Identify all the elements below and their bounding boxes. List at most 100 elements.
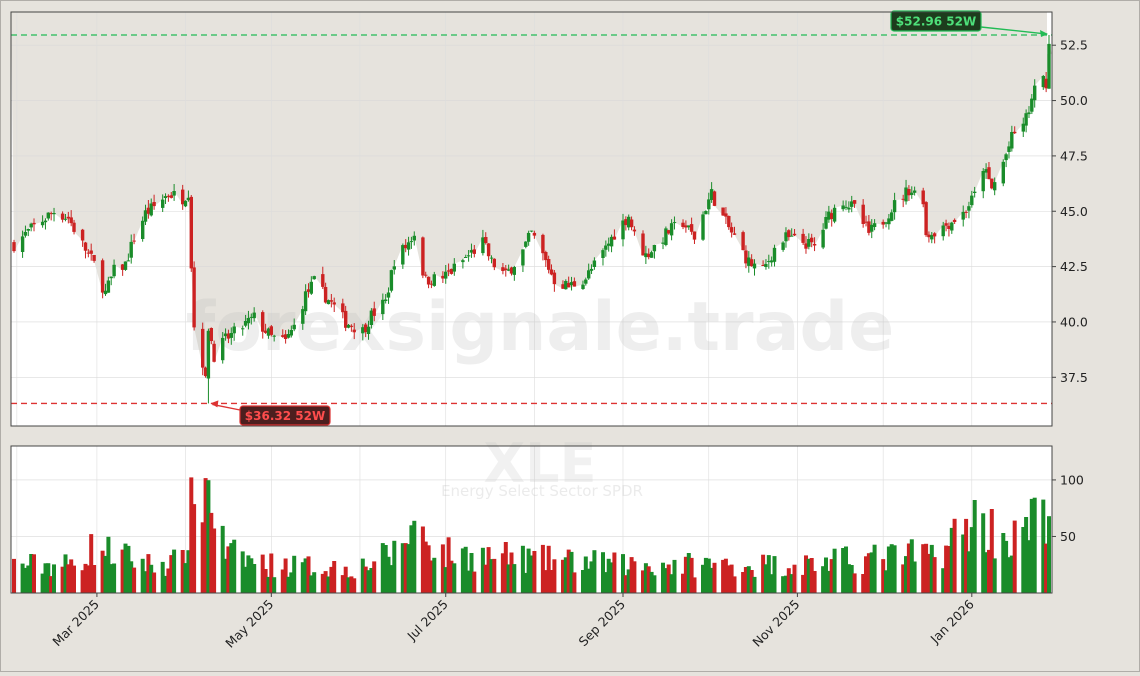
- candle-body: [784, 232, 788, 242]
- volume-bar: [643, 563, 648, 593]
- candle-body: [821, 229, 825, 248]
- candle-body: [901, 198, 905, 200]
- candle-body: [26, 229, 30, 231]
- candle-body: [892, 200, 897, 213]
- volume-bar: [909, 539, 914, 593]
- volume-bar: [766, 555, 771, 593]
- volume-bar: [543, 570, 548, 593]
- candle-body: [744, 250, 748, 264]
- volume-bar: [849, 565, 854, 593]
- volume-bar: [741, 572, 746, 593]
- candle-body: [281, 335, 285, 337]
- candle-body: [904, 187, 908, 202]
- volume-bar: [306, 556, 311, 593]
- candle-body: [60, 213, 65, 220]
- candle-body: [46, 212, 50, 219]
- candle-body: [1044, 78, 1048, 89]
- volume-axes-frame: [10, 445, 1053, 594]
- volume-bar: [844, 546, 848, 593]
- volume-bar: [252, 564, 257, 593]
- price-tick-label: 50.0: [1060, 93, 1088, 108]
- candle-body: [283, 334, 288, 339]
- volume-bar: [340, 575, 345, 593]
- volume-bar: [1047, 516, 1051, 593]
- candle-body: [624, 219, 628, 226]
- candle-body: [1030, 98, 1034, 112]
- volume-bar: [861, 574, 866, 593]
- volume-bar: [189, 477, 194, 593]
- volume-bar: [901, 564, 906, 593]
- volume-bar: [572, 572, 577, 593]
- candle-body: [864, 221, 868, 223]
- volume-bar: [801, 574, 806, 593]
- volume-bar: [229, 543, 234, 593]
- candle-body: [641, 233, 645, 256]
- volume-bar: [552, 559, 557, 593]
- volume-bar: [346, 577, 351, 593]
- candle-body: [389, 270, 394, 291]
- candle-body: [652, 245, 657, 252]
- volume-bar: [646, 566, 651, 593]
- candle-body: [223, 333, 228, 337]
- candle-body: [426, 276, 431, 285]
- volume-bar: [641, 570, 645, 593]
- volume-bar: [1024, 517, 1029, 593]
- volume-bar: [326, 576, 331, 593]
- volume-bar: [846, 564, 851, 593]
- volume-bar: [592, 550, 597, 593]
- volume-bar: [912, 561, 917, 593]
- candle-body: [504, 268, 508, 271]
- candle-body: [981, 171, 985, 192]
- candle-body: [432, 274, 436, 286]
- low-52w-label: $36.32 52W: [245, 409, 325, 423]
- candle-body: [787, 230, 791, 238]
- volume-bar: [506, 564, 511, 593]
- candle-body: [466, 255, 471, 257]
- candle-body: [872, 223, 877, 227]
- candle-body: [301, 309, 305, 324]
- volume-bar: [286, 576, 291, 593]
- volume-bar: [601, 552, 605, 593]
- volume-bar: [83, 563, 88, 593]
- candle-body: [961, 211, 965, 220]
- volume-bar: [483, 564, 488, 593]
- candle-body: [790, 235, 794, 237]
- volume-bar: [821, 566, 826, 593]
- candle-body: [129, 241, 133, 258]
- candle-body: [366, 326, 371, 334]
- candle-body: [386, 292, 391, 298]
- candle-body: [924, 202, 928, 236]
- candle-body: [681, 222, 685, 227]
- volume-bar: [992, 558, 997, 593]
- volume-bar: [546, 545, 551, 593]
- volume-bar: [240, 551, 245, 593]
- candle-body: [261, 312, 265, 332]
- volume-bar: [349, 576, 354, 593]
- volume-bar: [232, 539, 237, 593]
- candle-body: [572, 281, 577, 287]
- candle-body: [29, 223, 33, 228]
- candle-body: [229, 333, 233, 338]
- candle-body: [781, 242, 785, 250]
- candle-body: [861, 204, 865, 224]
- candle-body: [950, 222, 954, 231]
- candle-body: [747, 257, 751, 266]
- volume-bar: [649, 571, 654, 593]
- candle-body: [452, 263, 456, 272]
- volume-bar: [661, 562, 665, 593]
- candle-body: [984, 169, 988, 173]
- volume-bar: [941, 568, 946, 593]
- volume-bar: [403, 543, 408, 593]
- ticker-watermark: XLE: [484, 432, 597, 495]
- volume-bar: [1012, 520, 1017, 593]
- volume-bar: [666, 564, 671, 593]
- volume-bar: [672, 559, 677, 593]
- candle-body: [569, 282, 574, 286]
- candle-body: [172, 191, 176, 196]
- candle-body: [332, 302, 336, 305]
- candle-body: [424, 274, 428, 276]
- volume-bar: [606, 558, 611, 593]
- candle-body: [166, 195, 171, 197]
- volume-bar: [752, 576, 757, 593]
- volume-bar: [852, 573, 857, 593]
